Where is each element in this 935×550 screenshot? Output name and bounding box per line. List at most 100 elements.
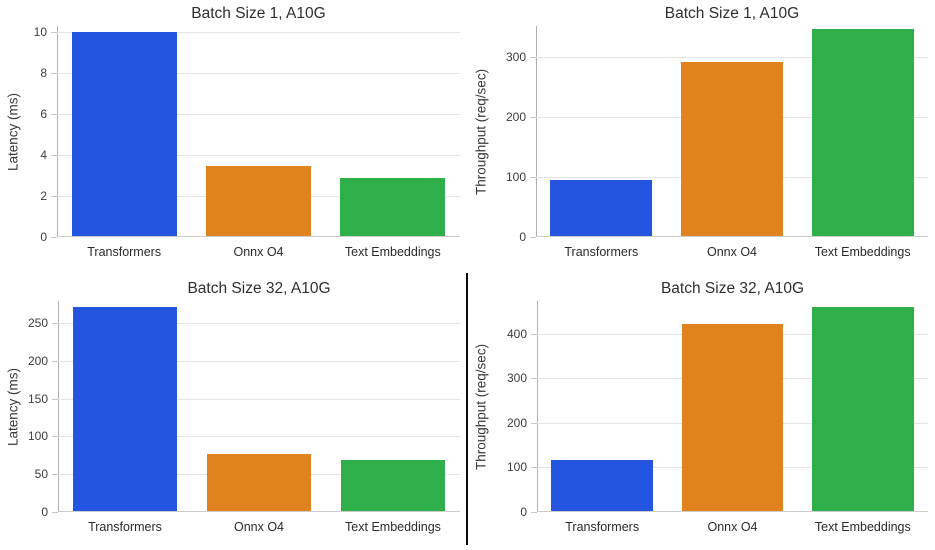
gridline [58,322,460,324]
bar-text-embeddings [340,459,446,511]
gridline [57,155,460,157]
y-tick-label: 300 [506,371,527,386]
bar-onnx-o4 [681,324,784,511]
x-tick-label: Text Embeddings [344,245,441,259]
y-tick-label: 150 [27,391,48,406]
chart-title: Batch Size 32, A10G [660,280,805,297]
divider-line [466,273,468,545]
y-axis-spine [58,301,59,512]
x-axis-spine [58,511,460,512]
y-axis-label: Throughput (req/sec) [473,68,489,195]
chart-throughput-batch1: Batch Size 1, A10G Throughput (req/sec) … [468,0,935,275]
y-tick-label: 200 [27,353,48,368]
y-tick-mark [530,177,536,179]
x-tick-label: Text Embeddings [814,245,911,259]
y-axis-spine [57,26,58,237]
x-axis-spine [536,236,928,237]
bar-transformers [551,459,653,511]
y-tick-mark [52,398,58,400]
y-tick-label: 2 [40,189,47,204]
plot-area [57,26,460,237]
x-axis-spine [537,511,928,512]
y-tick-mark [51,73,57,75]
x-tick-label: Onnx O4 [707,520,758,534]
y-axis-spine [537,301,538,512]
chart-title: Batch Size 32, A10G [187,280,331,297]
y-tick-label: 200 [506,415,527,430]
y-tick-mark [51,237,57,238]
gridline [57,32,460,34]
plot-area [58,301,460,512]
y-tick-label: 200 [505,110,526,125]
y-tick-mark [52,474,58,476]
y-tick-mark [531,512,537,513]
y-tick-label: 250 [27,315,48,330]
y-tick-label: 100 [505,170,526,185]
gridline [57,114,460,116]
bar-text-embeddings [340,177,446,236]
y-tick-mark [52,360,58,362]
x-tick-label: Text Embeddings [345,520,441,534]
y-axis-label: Latency (ms) [5,367,21,446]
y-tick-label: 0 [520,505,527,519]
y-tick-label: 0 [40,230,47,244]
chart-latency-batch1: Batch Size 1, A10G Latency (ms) 0 2 4 6 8 10 T… [0,0,467,275]
x-tick-label: Text Embeddings [814,520,911,534]
x-tick-label: Transformers [564,245,639,259]
chart-title: Batch Size 1, A10G [191,5,326,22]
bar-transformers [71,32,177,236]
y-tick-label: 50 [34,467,48,482]
y-tick-label: 100 [506,460,527,475]
y-tick-mark [530,57,536,59]
x-axis-spine [57,236,460,237]
y-tick-mark [52,436,58,438]
y-axis-label: Latency (ms) [5,92,21,171]
y-tick-label: 0 [519,230,526,244]
gridline [58,436,460,438]
bar-text-embeddings [812,307,914,511]
y-tick-mark [531,422,537,424]
y-tick-mark [52,322,58,324]
x-tick-label: Transformers [565,520,640,534]
y-tick-label: 10 [33,25,47,40]
bar-onnx-o4 [681,62,783,236]
y-tick-label: 8 [40,66,47,81]
y-tick-mark [51,114,57,116]
chart-latency-batch32: Batch Size 32, A10G Latency (ms) 0 50 100 1… [0,275,467,550]
bar-onnx-o4 [206,166,311,236]
x-tick-label: Transformers [88,520,162,534]
bar-transformers [72,306,178,511]
y-tick-label: 0 [41,505,48,519]
y-axis-label: Throughput (req/sec) [473,343,489,470]
gridline [58,360,460,362]
y-tick-label: 300 [505,50,526,65]
bar-text-embeddings [811,29,914,236]
y-axis-spine [536,26,537,237]
x-tick-label: Onnx O4 [233,245,284,259]
gridline [536,57,928,59]
bar-onnx-o4 [206,454,312,511]
plot-area [537,301,928,512]
x-tick-label: Transformers [87,245,162,259]
y-tick-mark [51,32,57,34]
y-tick-mark [531,378,537,380]
plot-area [536,26,928,237]
y-tick-mark [52,512,58,513]
y-tick-mark [51,155,57,157]
chart-throughput-batch32: Batch Size 32, A10G Throughput (req/sec)… [468,275,935,550]
y-tick-mark [51,196,57,198]
y-tick-mark [530,117,536,119]
y-tick-mark [530,237,536,238]
y-tick-mark [531,333,537,335]
gridline [58,398,460,400]
chart-title: Batch Size 1, A10G [664,5,800,22]
y-tick-label: 100 [27,429,48,444]
y-tick-mark [531,467,537,469]
gridline [57,73,460,75]
bar-transformers [550,180,653,236]
x-tick-label: Onnx O4 [706,245,757,259]
y-tick-label: 400 [506,326,527,341]
y-tick-label: 6 [40,107,47,122]
x-tick-label: Onnx O4 [233,520,285,534]
